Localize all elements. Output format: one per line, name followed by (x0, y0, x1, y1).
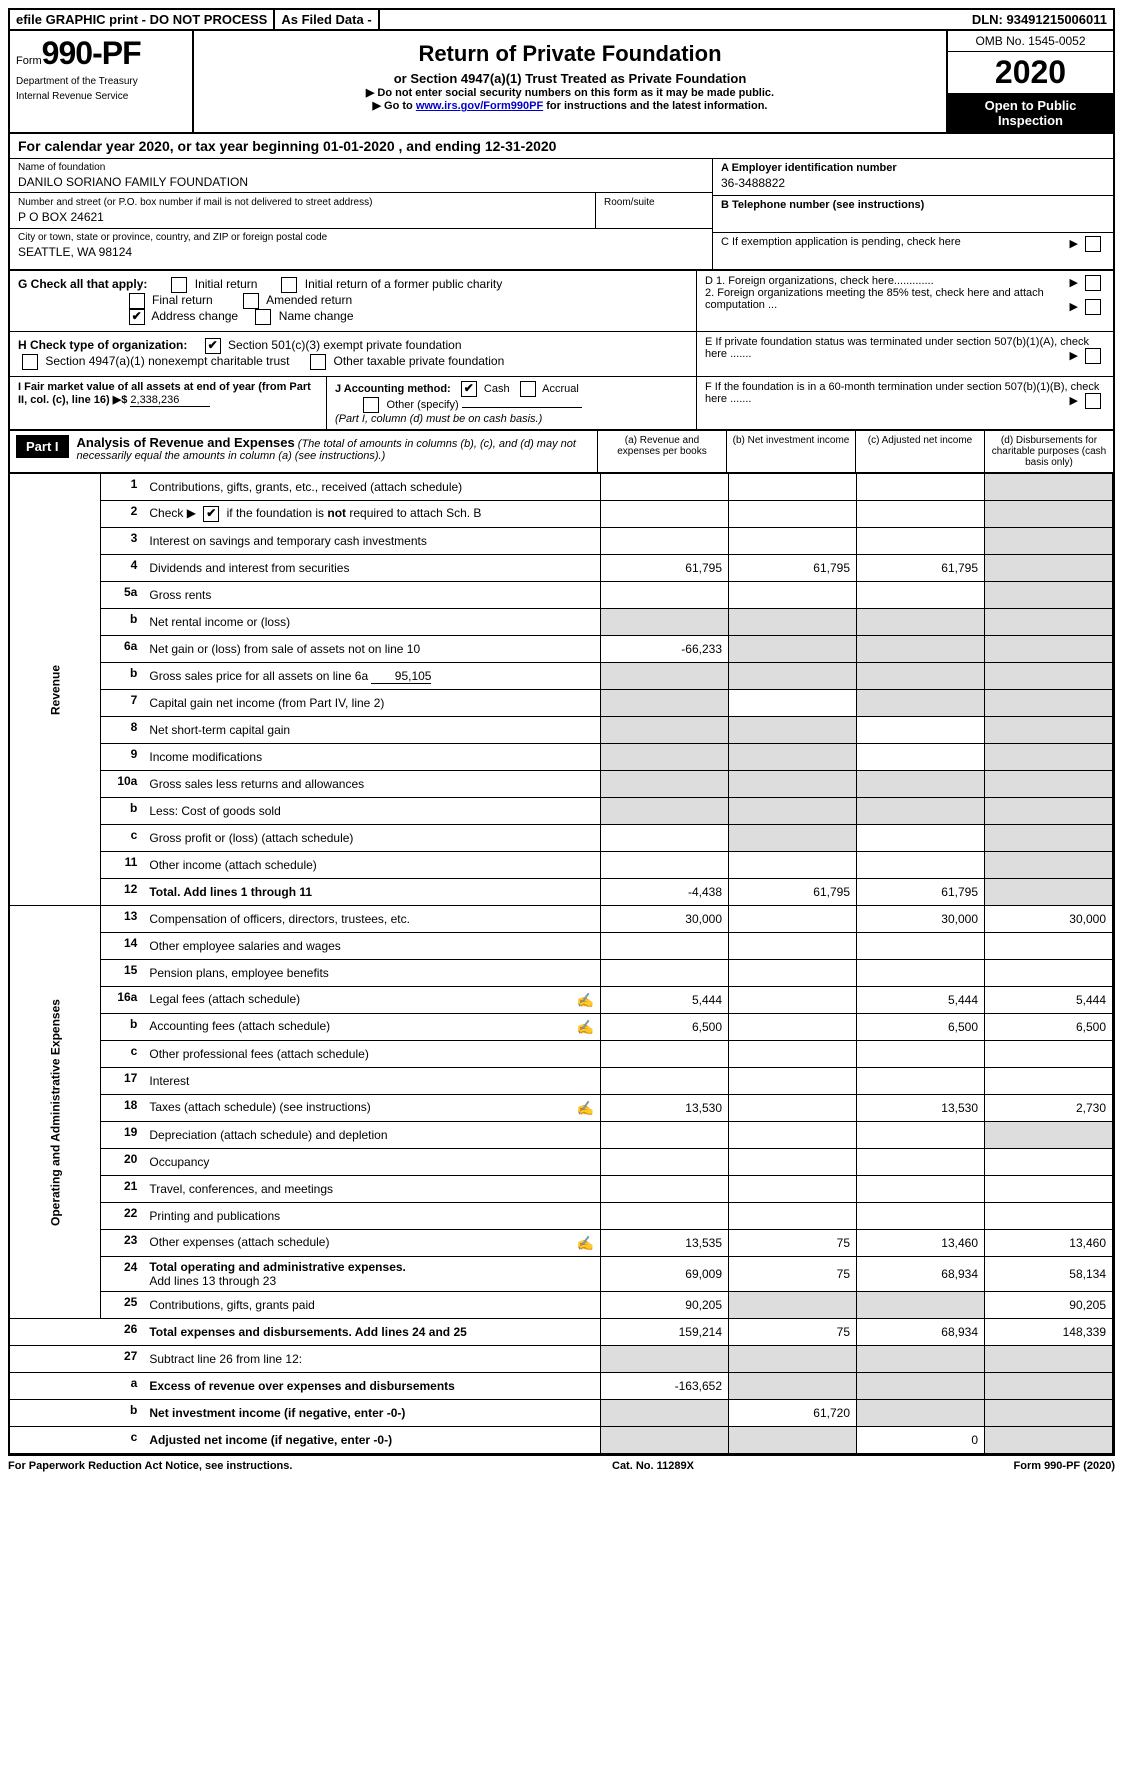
cb-f[interactable] (1085, 393, 1101, 409)
section-e: E If private foundation status was termi… (696, 332, 1113, 376)
dln: DLN: 93491215006011 (966, 10, 1113, 29)
ein-label: A Employer identification number (721, 162, 897, 174)
attachment-icon[interactable]: ✍ (577, 1235, 594, 1252)
j-note: (Part I, column (d) must be on cash basi… (335, 413, 542, 425)
as-filed: As Filed Data - (275, 10, 379, 29)
efile-notice: efile GRAPHIC print - DO NOT PROCESS (10, 10, 275, 29)
tel-label: B Telephone number (see instructions) (721, 199, 924, 211)
section-h-row: H Check type of organization: Section 50… (10, 332, 1113, 377)
form-container: efile GRAPHIC print - DO NOT PROCESS As … (8, 8, 1115, 1456)
header-right: OMB No. 1545-0052 2020 Open to Public In… (946, 31, 1113, 132)
attachment-icon[interactable]: ✍ (577, 1019, 594, 1036)
form-header: Form990-PF Department of the Treasury In… (10, 31, 1113, 134)
footer-right: Form 990-PF (2020) (1014, 1460, 1116, 1472)
section-g-row: G Check all that apply: Initial return I… (10, 271, 1113, 332)
cb-cash[interactable] (461, 381, 477, 397)
fmv-value: 2,338,236 (130, 394, 210, 407)
identity-block: Name of foundation DANILO SORIANO FAMILY… (10, 159, 1113, 271)
j-label: J Accounting method: (335, 383, 451, 395)
cb-initial[interactable] (171, 277, 187, 293)
addr-label: Number and street (or P.O. box number if… (18, 197, 587, 208)
section-d: D 1. Foreign organizations, check here..… (696, 271, 1113, 331)
header-left: Form990-PF Department of the Treasury In… (10, 31, 194, 132)
form-number: 990-PF (42, 35, 141, 71)
part1-header: Part I Analysis of Revenue and Expenses … (10, 429, 1113, 473)
form-prefix: Form (16, 55, 42, 67)
ssn-warning: ▶ Do not enter social security numbers o… (200, 86, 940, 99)
cb-other-tax[interactable] (310, 354, 326, 370)
cb-schb[interactable] (203, 506, 219, 522)
calendar-year-line: For calendar year 2020, or tax year begi… (10, 134, 1113, 159)
name-label: Name of foundation (18, 162, 704, 173)
col-c-head: (c) Adjusted net income (855, 431, 984, 472)
section-f: F If the foundation is in a 60-month ter… (696, 377, 1113, 429)
footer-left: For Paperwork Reduction Act Notice, see … (8, 1460, 292, 1472)
g-label: G Check all that apply: (18, 277, 147, 291)
footer-mid: Cat. No. 11289X (612, 1460, 694, 1472)
revenue-side-label: Revenue (10, 474, 101, 906)
foundation-name: DANILO SORIANO FAMILY FOUNDATION (18, 173, 704, 189)
cb-501c3[interactable] (205, 338, 221, 354)
city-label: City or town, state or province, country… (18, 232, 704, 243)
tax-year: 2020 (948, 52, 1113, 94)
cb-4947[interactable] (22, 354, 38, 370)
omb-number: OMB No. 1545-0052 (948, 31, 1113, 52)
cb-name[interactable] (255, 309, 271, 325)
header-mid: Return of Private Foundation or Section … (194, 31, 946, 132)
room-label: Room/suite (604, 197, 704, 208)
goto-line: ▶ Go to www.irs.gov/Form990PF for instru… (200, 99, 940, 112)
dept-irs: Internal Revenue Service (16, 91, 186, 102)
cb-address[interactable] (129, 309, 145, 325)
top-bar: efile GRAPHIC print - DO NOT PROCESS As … (10, 10, 1113, 31)
form-title: Return of Private Foundation (200, 41, 940, 67)
pending-label: C If exemption application is pending, c… (721, 236, 961, 248)
form-subtitle: or Section 4947(a)(1) Trust Treated as P… (200, 71, 940, 86)
col-a-head: (a) Revenue and expenses per books (597, 431, 726, 472)
h-label: H Check type of organization: (18, 338, 187, 352)
cb-accrual[interactable] (520, 381, 536, 397)
cb-final[interactable] (129, 293, 145, 309)
irs-link[interactable]: www.irs.gov/Form990PF (416, 100, 543, 112)
street-address: P O BOX 24621 (18, 208, 587, 224)
cb-initial-former[interactable] (281, 277, 297, 293)
part1-desc: Analysis of Revenue and Expenses (The to… (69, 431, 597, 472)
col-d-head: (d) Disbursements for charitable purpose… (984, 431, 1113, 472)
part1-label: Part I (16, 435, 69, 458)
attachment-icon[interactable]: ✍ (577, 992, 594, 1009)
attachment-icon[interactable]: ✍ (577, 1100, 594, 1117)
cb-d2[interactable] (1085, 299, 1101, 315)
cb-e[interactable] (1085, 348, 1101, 364)
pending-checkbox[interactable] (1085, 236, 1101, 252)
cb-other-method[interactable] (363, 397, 379, 413)
part1-table: Revenue 1Contributions, gifts, grants, e… (10, 473, 1113, 1454)
city-state-zip: SEATTLE, WA 98124 (18, 243, 704, 259)
page-footer: For Paperwork Reduction Act Notice, see … (8, 1456, 1115, 1476)
col-b-head: (b) Net investment income (726, 431, 855, 472)
cb-amended[interactable] (243, 293, 259, 309)
section-ij-row: I Fair market value of all assets at end… (10, 377, 1113, 429)
dept-treasury: Department of the Treasury (16, 76, 186, 87)
expenses-side-label: Operating and Administrative Expenses (10, 906, 101, 1319)
cb-d1[interactable] (1085, 275, 1101, 291)
public-inspection: Open to Public Inspection (948, 94, 1113, 132)
ein-value: 36-3488822 (721, 174, 1105, 190)
